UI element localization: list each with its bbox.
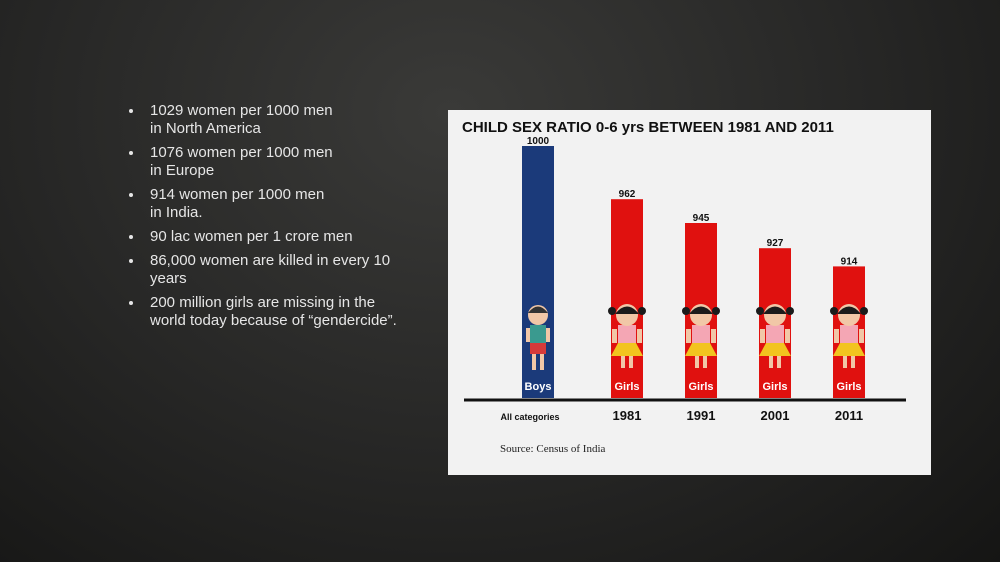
girl-pigtail xyxy=(786,307,794,315)
girl-leg xyxy=(695,356,699,368)
bullet-item: 1029 women per 1000 men in North America xyxy=(126,102,426,138)
bullet-line: 90 lac women per 1 crore men xyxy=(150,228,353,245)
bullet-item: 200 million girls are missing in the worl… xyxy=(126,294,426,330)
bullet-item: 1076 women per 1000 men in Europe xyxy=(126,144,426,180)
girl-leg xyxy=(621,356,625,368)
bullet-item: 90 lac women per 1 crore men xyxy=(126,228,426,246)
source-note: Source: Census of India xyxy=(500,443,606,455)
girl-arm xyxy=(859,329,864,343)
bar-value-label: 1000 xyxy=(527,136,550,147)
bullet-dot xyxy=(129,193,133,197)
x-tick-label: 1991 xyxy=(687,408,716,423)
bullet-line: 200 million girls are missing in the xyxy=(150,294,376,311)
boy-shirt xyxy=(530,325,546,343)
bullet-line: 86,000 women are killed in every 10 xyxy=(150,252,391,269)
girl-leg xyxy=(629,356,633,368)
girl-arm xyxy=(785,329,790,343)
girl-leg xyxy=(851,356,855,368)
girl-top xyxy=(840,325,858,343)
bar-value-label: 945 xyxy=(693,213,710,224)
bars-layer: 1000 Boys All categories 962 Girls 1981 945 Gir… xyxy=(500,136,868,423)
girl-pigtail xyxy=(830,307,838,315)
bullet-item: 914 women per 1000 men in India. xyxy=(126,186,426,222)
girl-hair xyxy=(837,306,861,314)
girl-leg xyxy=(843,356,847,368)
bar-value-label: 927 xyxy=(767,238,784,249)
chart-title: CHILD SEX RATIO 0-6 yrs BETWEEN 1981 AND… xyxy=(462,119,834,136)
x-tick-label: All categories xyxy=(500,412,559,422)
x-tick-label: 1981 xyxy=(613,408,642,423)
boy-arm xyxy=(526,328,531,342)
boy-arm xyxy=(545,328,550,342)
bar-group: 1000 Boys All categories xyxy=(500,136,559,422)
girl-pigtail xyxy=(756,307,764,315)
chart-bar xyxy=(611,199,643,398)
bar-value-label: 962 xyxy=(619,189,636,200)
girl-arm xyxy=(637,329,642,343)
bar-value-label: 914 xyxy=(841,256,858,267)
bullet-line: world today because of “gendercide”. xyxy=(150,312,397,329)
bar-category-tag: Girls xyxy=(762,381,787,393)
bar-group: 914 Girls 2011 xyxy=(830,256,868,423)
girl-arm xyxy=(686,329,691,343)
bar-group: 962 Girls 1981 xyxy=(608,189,646,423)
girl-hair xyxy=(615,306,639,314)
girl-arm xyxy=(760,329,765,343)
girl-arm xyxy=(711,329,716,343)
boy-leg xyxy=(540,354,544,370)
bullet-line: 1029 women per 1000 men xyxy=(150,102,333,119)
boy-hair xyxy=(528,306,548,313)
boy-shorts xyxy=(530,343,546,354)
x-tick-label: 2001 xyxy=(761,408,790,423)
girl-leg xyxy=(769,356,773,368)
bullet-dot xyxy=(129,259,133,263)
bullet-dot xyxy=(129,301,133,305)
girl-skirt xyxy=(685,343,717,356)
x-tick-label: 2011 xyxy=(835,408,863,423)
boy-leg xyxy=(532,354,536,370)
girl-leg xyxy=(703,356,707,368)
girl-hair xyxy=(763,306,787,314)
bullet-dot xyxy=(129,109,133,113)
bar-category-tag: Girls xyxy=(614,381,639,393)
girl-hair xyxy=(689,306,713,314)
bar-group: 927 Girls 2001 xyxy=(756,238,794,423)
girl-arm xyxy=(834,329,839,343)
bullet-item: 86,000 women are killed in every 10 years xyxy=(126,252,426,288)
girl-skirt xyxy=(759,343,791,356)
child-sex-ratio-chart: CHILD SEX RATIO 0-6 yrs BETWEEN 1981 AND… xyxy=(462,119,906,455)
bullet-line: years xyxy=(150,270,187,287)
girl-pigtail xyxy=(608,307,616,315)
girl-pigtail xyxy=(638,307,646,315)
bullet-line: 914 women per 1000 men xyxy=(150,186,325,203)
bullet-dot xyxy=(129,235,133,239)
girl-pigtail xyxy=(712,307,720,315)
girl-pigtail xyxy=(860,307,868,315)
girl-top xyxy=(766,325,784,343)
bullet-line: in India. xyxy=(150,204,203,221)
girl-leg xyxy=(777,356,781,368)
girl-skirt xyxy=(833,343,865,356)
chart-panel: CHILD SEX RATIO 0-6 yrs BETWEEN 1981 AND… xyxy=(448,110,931,475)
girl-skirt xyxy=(611,343,643,356)
bar-group: 945 Girls 1991 xyxy=(682,213,720,423)
bullet-line: in North America xyxy=(150,120,261,137)
bar-category-tag: Girls xyxy=(688,381,713,393)
girl-top xyxy=(618,325,636,343)
bar-category-tag: Boys xyxy=(525,381,552,393)
bullet-line: 1076 women per 1000 men xyxy=(150,144,333,161)
bullet-line: in Europe xyxy=(150,162,215,179)
girl-pigtail xyxy=(682,307,690,315)
girl-top xyxy=(692,325,710,343)
bar-category-tag: Girls xyxy=(836,381,861,393)
girl-arm xyxy=(612,329,617,343)
chart-bar xyxy=(522,146,554,398)
bullet-list: 1029 women per 1000 men in North America … xyxy=(126,102,426,336)
bullet-dot xyxy=(129,151,133,155)
